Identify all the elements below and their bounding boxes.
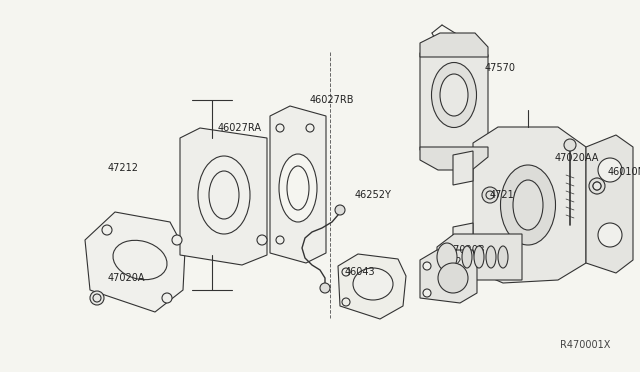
Circle shape xyxy=(342,298,350,306)
Text: 47020A: 47020A xyxy=(108,273,145,283)
Circle shape xyxy=(276,124,284,132)
Text: 47212: 47212 xyxy=(108,163,139,173)
Circle shape xyxy=(423,262,431,270)
Polygon shape xyxy=(590,178,604,194)
Ellipse shape xyxy=(353,268,393,300)
Text: 46043: 46043 xyxy=(345,267,376,277)
Circle shape xyxy=(593,182,601,190)
Circle shape xyxy=(589,178,605,194)
Ellipse shape xyxy=(279,154,317,222)
Ellipse shape xyxy=(287,166,309,210)
Text: 47020B: 47020B xyxy=(448,245,486,255)
Text: R470001X: R470001X xyxy=(559,340,610,350)
Polygon shape xyxy=(338,254,406,319)
Circle shape xyxy=(423,289,431,297)
Ellipse shape xyxy=(431,62,477,128)
Text: 46027RB: 46027RB xyxy=(310,95,355,105)
Polygon shape xyxy=(420,147,488,170)
Polygon shape xyxy=(420,250,477,303)
Ellipse shape xyxy=(438,263,468,293)
Polygon shape xyxy=(437,234,522,280)
Text: 47020AA: 47020AA xyxy=(555,153,600,163)
Circle shape xyxy=(564,139,576,151)
Polygon shape xyxy=(453,223,473,257)
Ellipse shape xyxy=(513,180,543,230)
Polygon shape xyxy=(180,128,267,265)
Ellipse shape xyxy=(113,240,167,280)
Circle shape xyxy=(342,268,350,276)
Circle shape xyxy=(598,158,622,182)
Ellipse shape xyxy=(198,156,250,234)
Polygon shape xyxy=(270,106,326,263)
Circle shape xyxy=(257,235,267,245)
Ellipse shape xyxy=(498,246,508,268)
Circle shape xyxy=(482,187,498,203)
Polygon shape xyxy=(586,135,633,273)
Circle shape xyxy=(162,293,172,303)
Text: 46252Y: 46252Y xyxy=(355,190,392,200)
Polygon shape xyxy=(85,212,185,312)
Circle shape xyxy=(306,124,314,132)
Text: 46124: 46124 xyxy=(438,257,468,267)
Text: 46010N: 46010N xyxy=(608,167,640,177)
Circle shape xyxy=(335,205,345,215)
Text: 47210B: 47210B xyxy=(490,190,527,200)
Circle shape xyxy=(172,235,182,245)
Text: 46027RA: 46027RA xyxy=(218,123,262,133)
Circle shape xyxy=(598,223,622,247)
Polygon shape xyxy=(420,33,488,57)
Ellipse shape xyxy=(440,74,468,116)
Circle shape xyxy=(90,291,104,305)
Ellipse shape xyxy=(486,246,496,268)
Polygon shape xyxy=(453,151,473,185)
Ellipse shape xyxy=(209,171,239,219)
Ellipse shape xyxy=(462,246,472,268)
Circle shape xyxy=(320,283,330,293)
Polygon shape xyxy=(473,127,586,283)
Text: 47570: 47570 xyxy=(485,63,516,73)
Ellipse shape xyxy=(500,165,556,245)
Circle shape xyxy=(276,236,284,244)
Ellipse shape xyxy=(474,246,484,268)
Ellipse shape xyxy=(437,243,457,271)
Polygon shape xyxy=(420,40,488,153)
Circle shape xyxy=(102,225,112,235)
